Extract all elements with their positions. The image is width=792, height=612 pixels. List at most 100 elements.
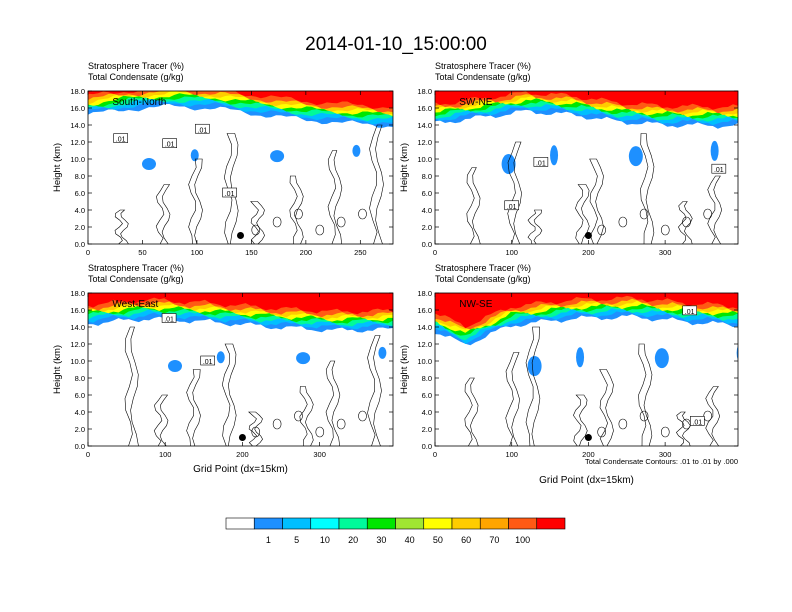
tracer-blob: [378, 346, 387, 359]
tracer-blob: [142, 158, 156, 171]
contour-label-box: [682, 305, 697, 316]
contour-line: [703, 410, 713, 422]
x-tick-label: 0: [86, 248, 90, 257]
colorbar-swatch: [451, 517, 481, 530]
tracer-band: [435, 91, 738, 110]
contour-line: [369, 124, 384, 244]
tracer-blob: [501, 154, 516, 175]
panels: Stratosphere Tracer (%)Total Condensate …: [52, 61, 739, 486]
x-tick-label: 300: [313, 450, 326, 459]
colorbar-label: 10: [320, 535, 330, 545]
x-tick-label: 100: [191, 248, 204, 257]
y-tick-label: 2.0: [75, 223, 85, 232]
colorbar-label: 50: [433, 535, 443, 545]
y-axis-label: Height (km): [399, 345, 410, 394]
condensate-contours: [114, 124, 384, 244]
contour-line: [336, 418, 346, 430]
contour-line: [505, 352, 520, 446]
y-tick-label: 16.0: [417, 306, 432, 315]
contour-line: [676, 411, 691, 446]
panel-title-condensate: Total Condensate (g/kg): [88, 72, 184, 82]
y-tick-label: 18.0: [70, 87, 85, 96]
y-tick-label: 6.0: [422, 189, 432, 198]
x-tick-label: 100: [505, 450, 518, 459]
contour-line: [678, 201, 693, 244]
contour-label-box: [162, 138, 177, 148]
contour-line: [618, 418, 628, 430]
tracer-field: [88, 293, 393, 333]
contour-line: [272, 216, 282, 228]
tracer-blob: [190, 149, 199, 162]
y-tick-label: 18.0: [70, 289, 85, 298]
y-tick-label: 18.0: [417, 289, 432, 298]
panel-title-tracer: Stratosphere Tracer (%): [88, 61, 184, 71]
contour-label: .01: [225, 191, 235, 198]
y-tick-label: 6.0: [422, 391, 432, 400]
contour-line: [597, 224, 606, 236]
contour-line: [289, 175, 304, 244]
contour-line: [707, 175, 723, 244]
x-tick-label: 0: [86, 450, 90, 459]
contour-line: [114, 209, 129, 244]
tracer-band: [88, 91, 393, 109]
y-tick-label: 2.0: [422, 223, 432, 232]
contour-line: [153, 394, 169, 446]
contour-line: [618, 216, 628, 228]
tracer-band: [88, 293, 393, 315]
y-tick-label: 10.0: [70, 357, 85, 366]
contour-line: [705, 386, 721, 446]
panel-title-condensate: Total Condensate (g/kg): [435, 72, 531, 82]
contour-label: .01: [536, 160, 546, 167]
contour-line: [589, 158, 604, 244]
contour-line: [599, 369, 614, 446]
contour-label-box: [195, 123, 210, 134]
colorbar-label: 5: [294, 535, 299, 545]
tracer-blob: [527, 356, 542, 377]
panel-title-tracer: Stratosphere Tracer (%): [435, 263, 531, 273]
y-tick-label: 14.0: [417, 323, 432, 332]
contour-label-box: [222, 187, 237, 198]
contour-label: .01: [692, 419, 702, 426]
colorbar-swatch: [225, 517, 255, 530]
y-tick-label: 14.0: [417, 121, 432, 130]
panel-title-condensate: Total Condensate (g/kg): [435, 274, 531, 284]
colorbar-swatch: [508, 517, 538, 530]
x-tick-label: 0: [433, 248, 437, 257]
colorbar-swatch: [338, 517, 368, 530]
contour-line: [358, 208, 367, 220]
tracer-field: [88, 91, 393, 128]
contour-line: [251, 426, 261, 438]
panel-south-north: Stratosphere Tracer (%)Total Condensate …: [52, 61, 394, 257]
panel-nw-se: Stratosphere Tracer (%)Total Condensate …: [399, 263, 739, 486]
y-tick-label: 10.0: [417, 357, 432, 366]
y-tick-label: 12.0: [70, 340, 85, 349]
tracer-blob: [576, 347, 585, 368]
location-marker: [238, 434, 246, 441]
plot-frame: [87, 90, 394, 245]
colorbar-label: 40: [405, 535, 415, 545]
colorbar-swatch: [366, 517, 396, 530]
contour-line: [358, 410, 367, 422]
panel-direction-label: South-North: [112, 97, 166, 108]
contour-label: .01: [507, 204, 517, 211]
panel-direction-label: NW-SE: [459, 299, 492, 310]
contour-label: .01: [116, 137, 126, 144]
contour-line: [325, 360, 341, 446]
colorbar: 1 5 10 20 30 40 50 60 70 100: [225, 517, 566, 545]
contour-label: .01: [714, 167, 724, 174]
colorbar-label: 100: [515, 535, 530, 545]
contour-line: [248, 411, 263, 446]
colorbar-swatch: [395, 517, 425, 530]
colorbar-swatch: [479, 517, 509, 530]
contour-line: [464, 377, 479, 446]
contour-label: .01: [164, 317, 174, 324]
contour-line: [250, 201, 265, 244]
contour-line: [251, 224, 261, 236]
condensate-contours: [464, 326, 721, 446]
y-tick-label: 0.0: [422, 240, 432, 249]
contour-line: [315, 426, 325, 438]
y-tick-label: 4.0: [422, 408, 432, 417]
y-axis-label: Height (km): [399, 143, 410, 192]
y-tick-label: 10.0: [70, 155, 85, 164]
contour-line: [597, 426, 606, 438]
